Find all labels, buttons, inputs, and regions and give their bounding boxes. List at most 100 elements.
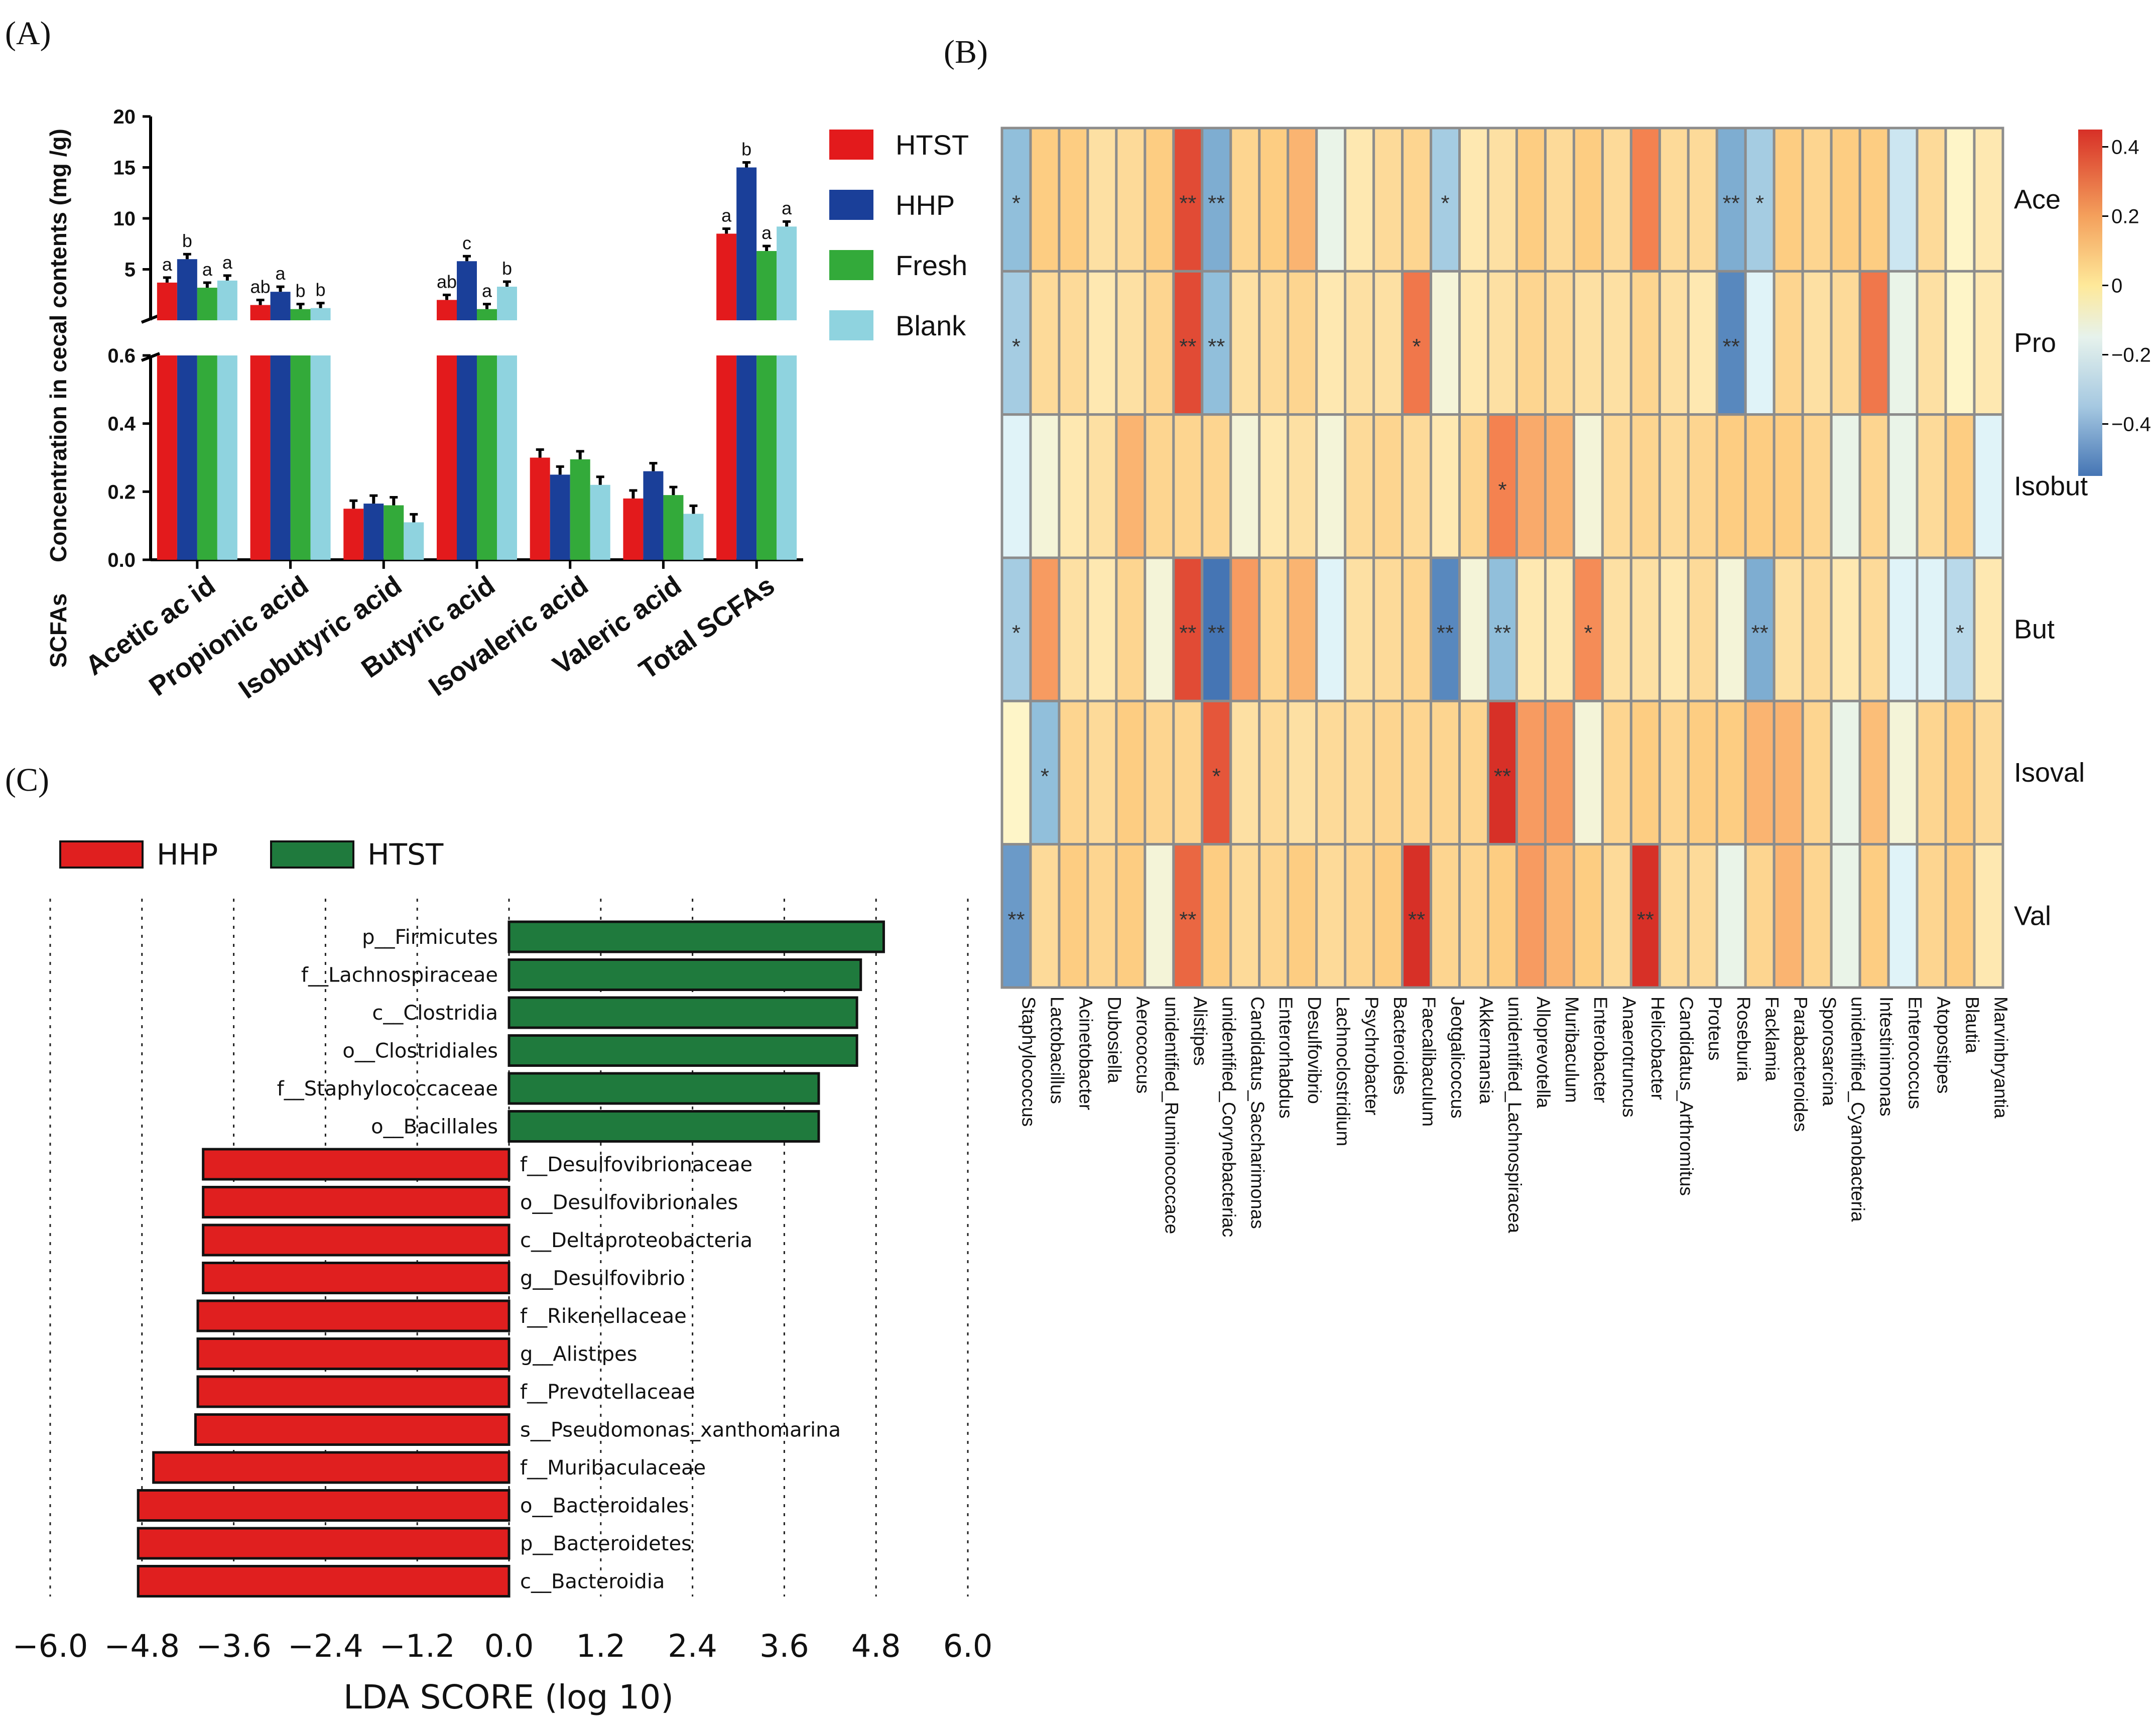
heatmap-cell [1487,270,1518,416]
c-lda-bar [196,1375,511,1408]
heatmap-cell [1687,413,1718,559]
heatmap-cell [1515,413,1547,559]
heatmap-cell [1772,556,1804,702]
heatmap-cell [1916,843,1947,989]
heatmap-significance-star: ** [1751,621,1768,646]
c-legend-swatch [59,840,144,869]
c-lda-bar [508,920,885,953]
heatmap-cell [1830,127,1861,273]
a-bar-upper [270,292,291,320]
colorbar-tick-label: −0.2 [2111,344,2151,366]
heatmap-cell [1287,413,1318,559]
c-lda-bar [196,1299,511,1332]
heatmap-significance-star: ** [1007,907,1025,932]
heatmap-significance-star: ** [1723,191,1740,216]
heatmap-cell [1830,270,1861,416]
heatmap-cell [1058,270,1089,416]
heatmap-cell [1287,699,1318,846]
c-xtick-label: −3.6 [196,1628,272,1664]
heatmap-cell [1658,413,1690,559]
a-significance-letter: a [276,263,286,284]
heatmap-cell [1572,843,1604,989]
heatmap-cell [1544,413,1575,559]
a-bar-lower [570,459,590,560]
a-bar-upper [437,300,457,320]
heatmap-cell [1115,699,1147,846]
a-ytick-label-lower: 0.6 [107,345,136,367]
heatmap-row-label: Val [2014,901,2051,931]
heatmap-cell [1372,843,1404,989]
heatmap-cell [1858,843,1890,989]
c-lda-bar [202,1262,511,1294]
a-ytick-label-lower: 0.4 [107,413,136,435]
heatmap-cell [1058,127,1089,273]
panel-c-lefse-lda-chart: HHP HTST p__Firmicutes f__Lachnospiraceaec… [13,837,993,1716]
heatmap-cell [1144,699,1175,846]
heatmap-cell [1629,413,1661,559]
heatmap-cell [1801,127,1833,273]
c-lda-bar [152,1451,511,1484]
heatmap-cell [1658,843,1690,989]
heatmap-cell [1144,556,1175,702]
heatmap-cell [1058,413,1089,559]
heatmap-cell [1344,699,1375,846]
heatmap-cell [1916,413,1947,559]
c-bar-label: p__Bacteroidetes [520,1532,692,1555]
a-legend-label: Fresh [896,250,967,281]
heatmap-cell [1858,556,1890,702]
c-lda-bar [202,1148,511,1181]
heatmap-significance-star: ** [1208,621,1225,646]
heatmap-cell [1430,699,1461,846]
a-bar-lower [384,505,404,560]
c-lda-bar [137,1489,511,1522]
heatmap-column-label: unidentified_Lachnospiracea [1504,997,1525,1234]
a-bar-lower [530,457,550,560]
a-bar-upper [310,308,331,320]
heatmap-cell [1029,413,1061,559]
a-legend-swatch [829,310,873,340]
heatmap-cell [1858,127,1890,273]
heatmap-cell [1973,556,2004,702]
heatmap-cell [1887,556,1919,702]
a-bar-lower-full [157,355,177,560]
a-significance-letter: ab [437,271,457,292]
a-bar-lower [590,484,610,560]
heatmap-cell [1544,843,1575,989]
heatmap-cell [1772,127,1804,273]
heatmap-cell [1544,127,1575,273]
a-significance-letter: a [782,198,792,218]
heatmap-cell [1515,270,1547,416]
heatmap-row-label: Pro [2014,328,2056,358]
heatmap-cell [1601,413,1632,559]
c-xtick-label: −6.0 [13,1628,88,1664]
heatmap-cell [1544,270,1575,416]
heatmap-cell [1744,843,1775,989]
colorbar-tick-label: 0.4 [2111,137,2139,159]
heatmap-cell [1887,413,1919,559]
heatmap-column-label: unidentified_Ruminococcace [1161,997,1182,1234]
a-bar-lower [623,498,644,560]
colorbar-tick-label: 0.2 [2111,206,2139,228]
heatmap-cell [1201,843,1232,989]
c-bar-label: f__Muribaculaceae [520,1456,706,1480]
heatmap-cell [1973,270,2004,416]
heatmap-cell [1601,843,1632,989]
heatmap-cell [1458,270,1490,416]
heatmap-cell [1229,843,1261,989]
heatmap-significance-star: * [1956,621,1964,646]
heatmap-cell [1772,843,1804,989]
heatmap-cell [1000,699,1032,846]
heatmap-significance-star: ** [1437,621,1454,646]
heatmap-column-label: Facklamia [1762,997,1783,1081]
heatmap-cell [1401,699,1433,846]
a-bar-upper [217,280,237,320]
heatmap-cell [1086,699,1118,846]
a-bar-lower-full [197,355,217,560]
heatmap-cell [1115,556,1147,702]
heatmap-cell [1315,127,1347,273]
heatmap-cell [1801,843,1833,989]
heatmap-cell [1629,127,1661,273]
heatmap-significance-star: * [1755,191,1764,216]
heatmap-cell [1887,843,1919,989]
heatmap-cell [1715,843,1747,989]
